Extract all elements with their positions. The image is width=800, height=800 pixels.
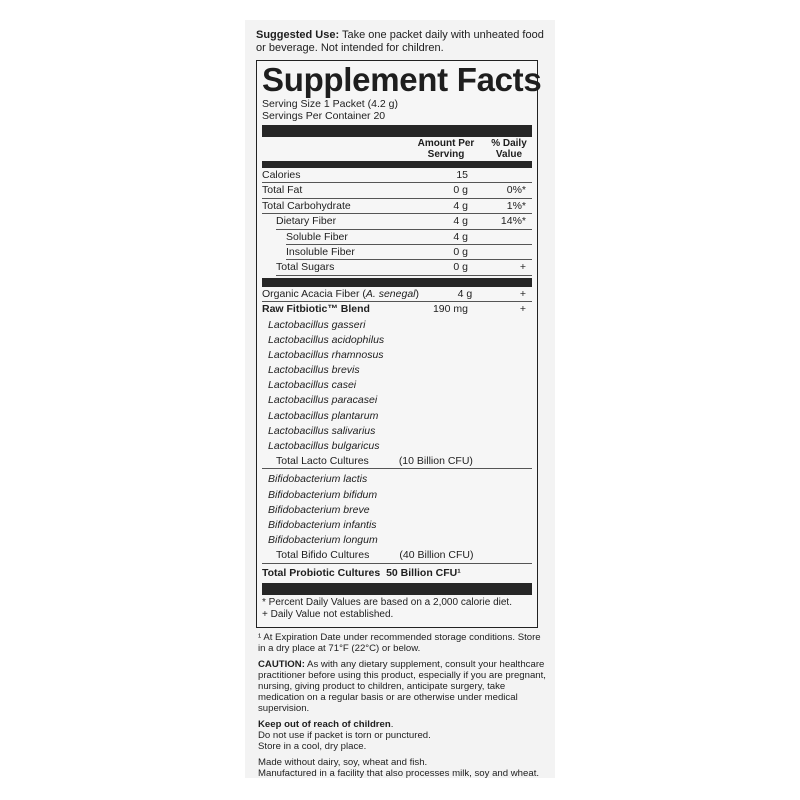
- nutrient-name: Soluble Fiber: [286, 230, 348, 243]
- footnotes: * Percent Daily Values are based on a 2,…: [262, 596, 512, 620]
- lacto-total-row: Total Lacto Cultures (10 Billion CFU): [262, 454, 532, 470]
- supplement-facts-box: Supplement Facts Serving Size 1 Packet (…: [256, 60, 542, 628]
- nutrient-name: Calories: [262, 169, 301, 181]
- expiration-note: ¹ At Expiration Date under recommended s…: [258, 632, 541, 654]
- nutrient-amount: 0 g: [453, 261, 468, 274]
- divider-bar: [262, 582, 532, 595]
- bifido-strain: Bifidobacterium longum: [268, 534, 378, 547]
- nutrient-amount: 15: [456, 169, 468, 181]
- lacto-strain: Lactobacillus paracasei: [268, 394, 378, 407]
- storage-note: Keep out of reach of children. Do not use…: [258, 719, 431, 752]
- nutrient-name: Total Sugars: [276, 261, 335, 274]
- nutrient-dv: [488, 230, 532, 244]
- lacto-strain: Lactobacillus rhamnosus: [268, 348, 384, 361]
- suggested-use-label: Suggested Use:: [256, 29, 340, 41]
- nutrient-dv: +: [519, 261, 526, 274]
- bifido-strain: Bifidobacterium bifidum: [268, 488, 378, 501]
- nutrient-row: Total Carbohydrate 4 g 1%*: [262, 199, 532, 215]
- blend-row: Raw Fitbiotic™ Blend 190 mg +: [262, 303, 526, 316]
- nutrient-dv: 0%*: [506, 184, 526, 197]
- serving-size: Serving Size 1 Packet (4.2 g): [262, 98, 398, 110]
- nutrient-name: Insoluble Fiber: [286, 245, 355, 258]
- nutrient-dv: 14%*: [500, 215, 526, 228]
- nutrient-name: Total Fat: [262, 184, 303, 197]
- allergen-note: Made without dairy, soy, wheat and fish.…: [258, 757, 540, 779]
- nutrient-row: Total Sugars 0 g +: [276, 260, 532, 276]
- lacto-strain: Lactobacillus acidophilus: [268, 333, 385, 346]
- bifido-strain: Bifidobacterium lactis: [268, 473, 368, 486]
- nutrient-row: Insoluble Fiber 0 g: [286, 245, 532, 261]
- suggested-use-text: Take one packet daily with unheated food…: [256, 29, 544, 54]
- divider-bar: [262, 277, 532, 287]
- bifido-total-row: Total Bifido Cultures (40 Billion CFU): [262, 548, 532, 564]
- nutrient-row: Dietary Fiber 4 g 14%*: [276, 214, 532, 230]
- divider-bar: [262, 125, 532, 137]
- label-notes: ¹ At Expiration Date under recommended s…: [258, 632, 550, 784]
- dv-header: % Daily Value: [491, 138, 527, 160]
- nutrient-row: Soluble Fiber 4 g: [286, 230, 532, 245]
- acacia-row: Organic Acacia Fiber (A. senegal) 4 g +: [262, 287, 532, 303]
- nutrient-dv: 1%*: [506, 199, 526, 212]
- amount-header: Amount Per Serving: [417, 138, 475, 160]
- nutrient-row: Calories 15: [262, 168, 532, 184]
- nutrient-name: Total Carbohydrate: [262, 199, 351, 212]
- bifido-strain: Bifidobacterium infantis: [268, 518, 377, 531]
- supplement-facts-title: Supplement Facts: [262, 61, 542, 98]
- lacto-strain: Lactobacillus bulgaricus: [268, 440, 380, 453]
- lacto-strain: Lactobacillus brevis: [268, 364, 360, 377]
- nutrient-amount: 4 g: [453, 199, 468, 212]
- nutrient-name: Dietary Fiber: [276, 215, 337, 228]
- nutrient-dv: [488, 245, 532, 259]
- probiotic-total-row: Total Probiotic Cultures 50 Billion CFU¹: [262, 566, 461, 579]
- lacto-strain: Lactobacillus plantarum: [268, 409, 379, 422]
- column-header: Amount Per Serving % Daily Value: [262, 137, 532, 160]
- caution-note: CAUTION: As with any dietary supplement,…: [258, 659, 546, 714]
- lacto-strain: Lactobacillus salivarius: [268, 424, 376, 437]
- nutrient-amount: 4 g: [453, 215, 468, 228]
- suggested-use: Suggested Use: Take one packet daily wit…: [256, 29, 548, 55]
- nutrient-amount: 0 g: [453, 184, 468, 197]
- nutrient-amount: 4 g: [453, 230, 468, 243]
- nutrient-dv: [488, 168, 532, 182]
- nutrient-row: Total Fat 0 g 0%*: [262, 183, 532, 199]
- servings-per-container: Servings Per Container 20: [262, 110, 386, 122]
- nutrient-amount: 0 g: [453, 245, 468, 258]
- lacto-strain: Lactobacillus casei: [268, 379, 357, 392]
- divider-bar: [262, 161, 532, 168]
- lacto-strain: Lactobacillus gasseri: [268, 318, 366, 331]
- bifido-strain: Bifidobacterium breve: [268, 503, 370, 516]
